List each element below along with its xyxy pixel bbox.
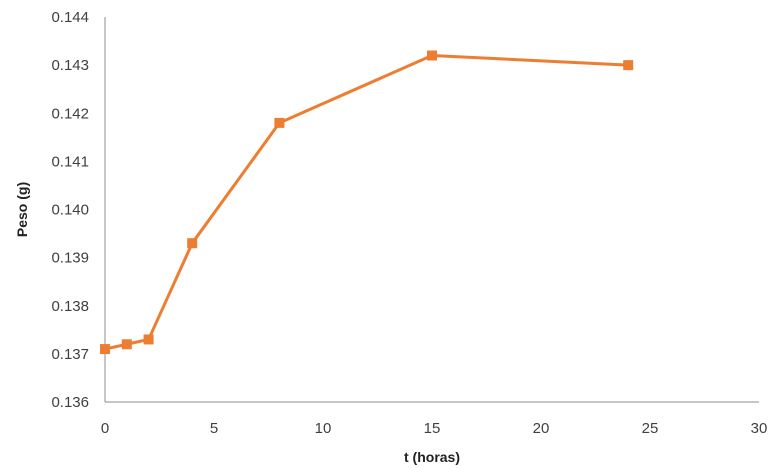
y-tick-label: 0.136 [51,394,89,411]
x-tick-label: 25 [642,420,659,437]
x-tick-label: 5 [210,420,218,437]
x-tick-label: 15 [424,420,441,437]
series-group [100,50,634,355]
data-point-marker [100,344,110,355]
y-tick-label: 0.138 [51,298,89,315]
data-point-marker [427,50,437,61]
axes [104,17,759,403]
x-tick-labels: 0 5 10 15 20 25 30 [101,420,768,437]
y-tick-label: 0.140 [51,202,89,219]
y-tick-label: 0.143 [51,57,89,74]
x-tick-label: 10 [315,420,332,437]
y-tick-label: 0.137 [51,346,89,363]
y-axis-title: Peso (g) [14,182,30,237]
data-point-marker [623,60,634,71]
y-tick-labels: 0.136 0.137 0.138 0.139 0.140 0.141 0.142 0.143… [51,9,89,411]
x-axis-title: t (horas) [404,449,460,465]
y-tick-label: 0.144 [51,9,89,26]
series-line [104,54,629,351]
y-tick-label: 0.139 [51,250,89,267]
x-tick-label: 20 [533,420,550,437]
x-tick-label: 0 [101,420,109,437]
data-point-marker [143,334,154,345]
data-point-marker [187,238,198,249]
data-point-marker [274,117,285,128]
data-point-marker [121,339,132,350]
y-tick-label: 0.142 [51,105,89,122]
y-tick-label: 0.141 [51,153,89,170]
x-tick-label: 30 [751,420,768,437]
